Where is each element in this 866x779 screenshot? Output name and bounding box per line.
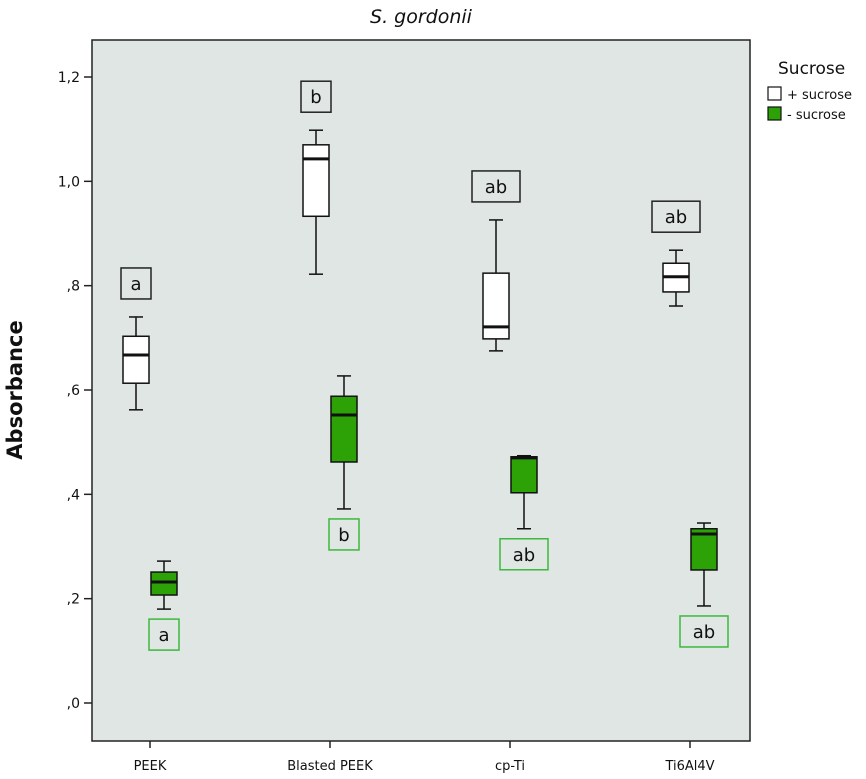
legend-title: Sucrose [778,59,845,79]
legend: Sucrose + sucrose - sucrose [767,59,852,123]
iqr-box [330,395,358,463]
significance-letter: ab [693,622,715,643]
significance-letter: a [130,274,141,295]
significance-box [651,200,701,233]
significance-letter: b [310,87,321,108]
box-minus-ti6al4v: ab [679,522,729,648]
iqr-box [302,144,330,218]
y-tick-label: ,6 [67,383,80,399]
x-tick-label: PEEK [134,759,167,774]
y-axis-label: Absorbance [3,320,27,459]
significance-letter: ab [513,545,535,566]
y-tick-label: ,8 [67,279,80,295]
significance-box [300,80,332,113]
legend-swatch-minus [767,106,782,121]
x-tick-label: Ti6Al4V [664,759,714,774]
significance-letter: ab [485,177,507,198]
significance-box [499,538,549,571]
x-tick-label: Blasted PEEK [287,759,373,774]
box-plus-cp-ti: ab [471,170,521,352]
iqr-box [482,272,510,340]
chart-title: S. gordonii [370,6,473,28]
x-tick-label: cp-Ti [495,759,525,774]
y-tick-label: ,4 [67,487,80,503]
legend-label-minus: - sucrose [787,108,846,123]
y-tick-label: ,2 [67,592,80,608]
significance-box [328,518,360,551]
box-plus-blasted-peek: b [300,80,332,275]
iqr-box [122,335,150,384]
iqr-box [690,528,718,571]
box-plus-ti6al4v: ab [651,200,701,307]
y-tick-label: ,0 [67,696,80,712]
box-plus-peek: a [120,267,152,411]
box-minus-cp-ti: ab [499,454,549,571]
box-minus-blasted-peek: b [328,375,360,551]
y-tick-label: 1,0 [58,174,80,190]
plot-area [91,39,751,742]
significance-letter: a [158,625,169,646]
legend-label-plus: + sucrose [787,88,852,103]
significance-box [471,170,521,203]
legend-swatch-plus [767,86,782,101]
significance-letter: ab [665,207,687,228]
significance-letter: b [338,525,349,546]
iqr-box [510,456,538,494]
significance-box [679,615,729,648]
significance-box [148,618,180,651]
y-tick-label: 1,2 [58,70,80,86]
box-minus-peek: a [148,560,180,651]
iqr-box [150,571,178,596]
significance-box [120,267,152,300]
